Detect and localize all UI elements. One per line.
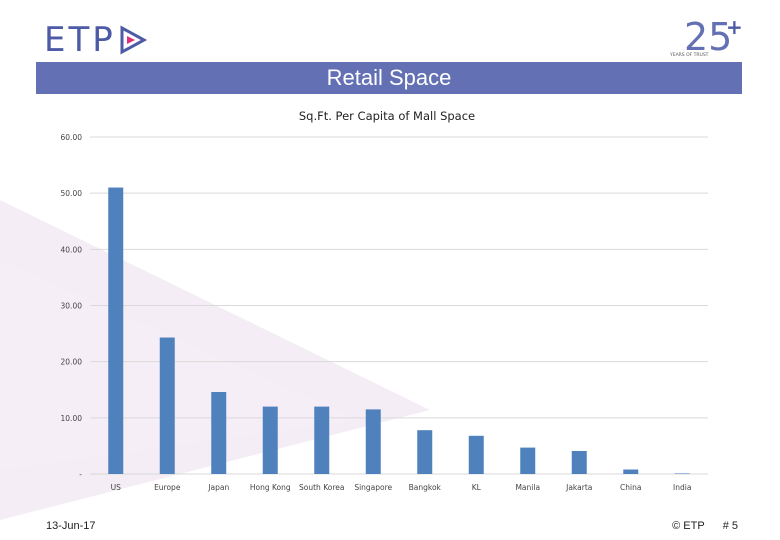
bar-south-korea (314, 406, 330, 474)
copyright: © ETP (672, 520, 705, 532)
anniversary-caption: YEARS OF TRUST (669, 52, 709, 58)
anniversary-plus: + (726, 15, 743, 39)
title-banner: Retail Space (36, 62, 742, 94)
x-tick-label: Jakarta (565, 483, 592, 492)
anniversary-logo: 25 + YEARS OF TRUST (668, 10, 744, 66)
y-tick-label: 50.00 (61, 189, 83, 198)
y-axis-ticks: - 10.00 20.00 30.00 40.00 50.00 60.00 (61, 133, 83, 479)
x-tick-label: India (673, 483, 691, 492)
bar-hong-kong (262, 406, 278, 474)
x-axis-ticks: US Europe Japan Hong Kong South Korea Singapo… (111, 483, 692, 492)
y-tick-label: 20.00 (61, 358, 83, 367)
y-tick-label: - (79, 470, 82, 479)
x-tick-label: Japan (207, 483, 229, 492)
bar-singapore (365, 409, 381, 474)
x-tick-label: Bangkok (409, 483, 442, 492)
bar-manila (520, 447, 536, 474)
x-tick-label: US (111, 483, 121, 492)
page-number: # 5 (722, 520, 738, 532)
x-tick-label: Manila (515, 483, 540, 492)
play-arrow-icon (120, 25, 147, 55)
logo-text: ETP (44, 20, 116, 60)
x-tick-label: Hong Kong (250, 483, 291, 492)
bar-us (108, 187, 124, 475)
y-tick-label: 10.00 (61, 414, 83, 423)
banner-title: Retail Space (326, 65, 452, 90)
bar-china (623, 469, 639, 474)
chart-title: Sq.Ft. Per Capita of Mall Space (299, 109, 475, 123)
bar-bangkok (417, 430, 433, 474)
gridlines (90, 136, 708, 475)
bar-japan (211, 391, 227, 474)
y-tick-label: 40.00 (61, 245, 83, 254)
bar-europe (159, 337, 175, 474)
x-tick-label: Singapore (354, 483, 392, 492)
bar-chart: Sq.Ft. Per Capita of Mall Space - 10.00 20… (61, 109, 708, 492)
footer-right: © ETP # 5 (672, 520, 738, 532)
bar-kl (468, 435, 484, 474)
bar-jakarta (571, 450, 587, 474)
footer-date: 13-Jun-17 (46, 520, 96, 532)
anniversary-graphic: 25 + YEARS OF TRUST (669, 15, 743, 59)
etp-logo: ETP (44, 20, 148, 60)
y-tick-label: 60.00 (61, 133, 83, 142)
x-tick-label: Europe (154, 483, 181, 492)
x-tick-label: China (620, 483, 641, 492)
anniversary-number: 25 (684, 15, 732, 59)
y-tick-label: 30.00 (61, 302, 83, 311)
x-tick-label: KL (472, 483, 482, 492)
bars (108, 187, 690, 475)
x-tick-label: South Korea (299, 483, 344, 492)
bar-india (674, 473, 690, 474)
